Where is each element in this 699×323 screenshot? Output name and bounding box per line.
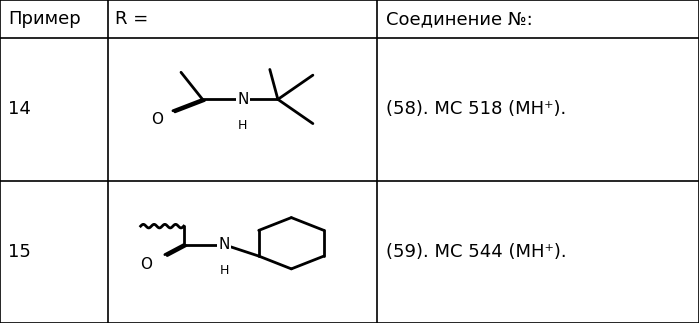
Text: O: O	[140, 257, 152, 272]
Text: H: H	[238, 119, 247, 131]
Text: Пример: Пример	[8, 10, 81, 28]
Text: Соединение №:: Соединение №:	[386, 10, 533, 28]
Text: (59). МС 544 (МН⁺).: (59). МС 544 (МН⁺).	[386, 243, 566, 261]
Text: R =: R =	[115, 10, 149, 28]
Text: N: N	[218, 237, 230, 252]
Text: H: H	[219, 264, 229, 277]
Text: O: O	[151, 112, 163, 127]
Text: 14: 14	[8, 100, 31, 118]
Text: N: N	[237, 92, 249, 107]
Text: (58). МС 518 (МН⁺).: (58). МС 518 (МН⁺).	[386, 100, 566, 118]
Text: 15: 15	[8, 243, 31, 261]
